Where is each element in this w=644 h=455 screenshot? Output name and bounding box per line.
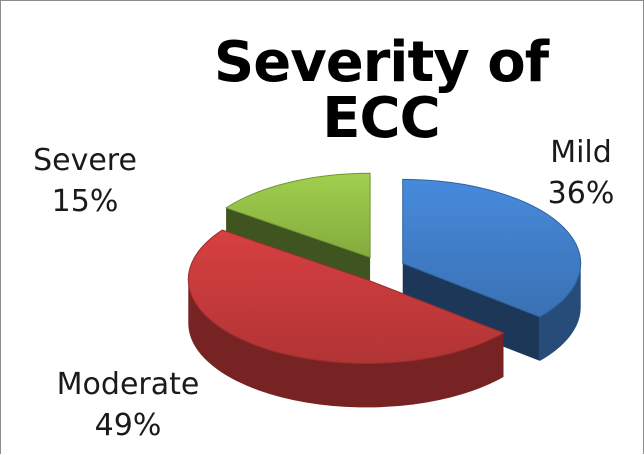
slice-moderate-side-0 <box>188 279 504 408</box>
slice-name-severe: Severe <box>33 143 137 178</box>
slice-name-mild: Mild <box>550 135 612 170</box>
slice-moderate-top <box>187 229 505 364</box>
slice-value-moderate: 49% <box>94 407 162 443</box>
slice-value-severe: 15% <box>51 183 119 219</box>
slice-mild-top <box>402 178 582 318</box>
slice-mild-wall-end <box>402 263 540 361</box>
slice-label-mild: Mild 36% <box>531 133 631 214</box>
slice-label-moderate: Moderate 49% <box>43 365 213 446</box>
slice-mild-side-0 <box>539 263 581 361</box>
slice-value-mild: 36% <box>547 175 615 211</box>
slice-name-moderate: Moderate <box>56 367 200 402</box>
slice-label-severe: Severe 15% <box>25 141 145 222</box>
slice-severe-top <box>224 172 371 258</box>
chart-title: Severity of ECC <box>213 30 549 151</box>
